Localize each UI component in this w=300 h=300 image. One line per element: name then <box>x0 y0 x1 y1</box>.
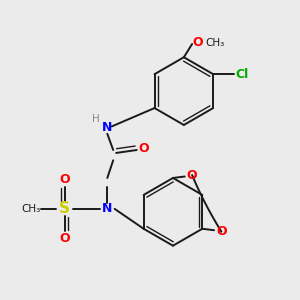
Text: H: H <box>92 114 99 124</box>
Text: O: O <box>138 142 149 155</box>
Text: O: O <box>187 169 197 182</box>
Text: CH₃: CH₃ <box>205 38 224 47</box>
Text: O: O <box>193 36 203 49</box>
Text: N: N <box>102 202 112 215</box>
Text: Cl: Cl <box>235 68 248 81</box>
Text: CH₃: CH₃ <box>21 204 40 214</box>
Text: S: S <box>59 201 70 216</box>
Text: N: N <box>102 122 112 134</box>
Text: O: O <box>59 173 70 186</box>
Text: O: O <box>59 232 70 245</box>
Text: O: O <box>216 225 227 238</box>
